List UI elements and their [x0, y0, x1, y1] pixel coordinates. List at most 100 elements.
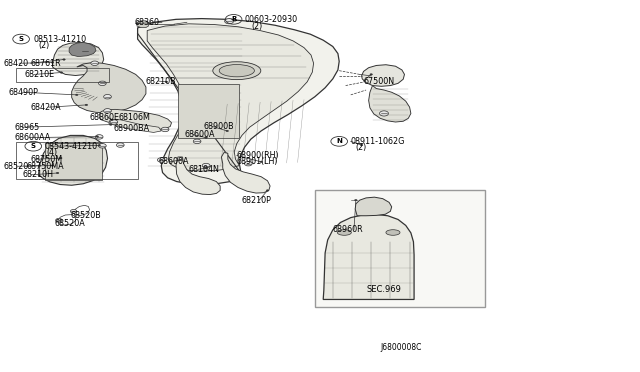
Polygon shape	[72, 62, 146, 113]
Text: 68210H: 68210H	[22, 170, 53, 179]
Polygon shape	[147, 24, 314, 171]
Circle shape	[111, 119, 113, 121]
Circle shape	[355, 199, 357, 201]
Circle shape	[104, 109, 111, 113]
Ellipse shape	[219, 65, 255, 77]
Text: 68360: 68360	[134, 18, 159, 27]
Polygon shape	[52, 42, 104, 76]
Circle shape	[70, 209, 77, 213]
Circle shape	[116, 143, 124, 147]
Text: S: S	[31, 143, 36, 149]
FancyBboxPatch shape	[178, 84, 239, 138]
Text: 68900BA: 68900BA	[114, 124, 150, 133]
Circle shape	[202, 163, 210, 168]
Text: 68520A: 68520A	[54, 219, 85, 228]
Circle shape	[161, 127, 169, 132]
Circle shape	[136, 23, 138, 24]
Text: 68750MA: 68750MA	[27, 162, 65, 171]
Circle shape	[260, 161, 262, 163]
Text: (2): (2)	[355, 143, 367, 152]
Circle shape	[60, 157, 62, 159]
Circle shape	[81, 49, 89, 54]
FancyBboxPatch shape	[45, 143, 102, 180]
Circle shape	[370, 74, 372, 75]
Polygon shape	[38, 135, 108, 185]
Circle shape	[179, 159, 182, 161]
Circle shape	[244, 161, 252, 166]
Text: 08911-1062G: 08911-1062G	[351, 137, 405, 146]
Circle shape	[234, 20, 236, 21]
Text: 68761R: 68761R	[31, 59, 61, 68]
Circle shape	[63, 59, 65, 60]
Circle shape	[99, 144, 106, 148]
Text: 68900B: 68900B	[204, 122, 234, 131]
Text: 68960R: 68960R	[333, 225, 364, 234]
Text: 68104N: 68104N	[189, 165, 220, 174]
Text: (2): (2)	[38, 41, 50, 50]
Polygon shape	[138, 19, 339, 185]
Polygon shape	[109, 120, 161, 132]
Ellipse shape	[337, 230, 351, 235]
Circle shape	[96, 136, 99, 137]
Text: SEC.969: SEC.969	[366, 285, 401, 294]
Text: 67500N: 67500N	[364, 77, 395, 86]
Text: 68901(LH): 68901(LH)	[237, 157, 278, 166]
Circle shape	[91, 61, 99, 65]
Circle shape	[104, 94, 111, 99]
Text: 68106M: 68106M	[118, 113, 150, 122]
Polygon shape	[176, 157, 220, 195]
Text: 68965: 68965	[14, 123, 39, 132]
Text: 68420: 68420	[3, 59, 28, 68]
Circle shape	[85, 104, 88, 106]
Circle shape	[266, 190, 269, 191]
Text: 68490P: 68490P	[8, 88, 38, 97]
Text: (4): (4)	[46, 148, 57, 157]
Text: 68520: 68520	[3, 162, 28, 171]
Text: R: R	[231, 16, 236, 22]
Circle shape	[349, 198, 358, 203]
FancyBboxPatch shape	[315, 190, 485, 307]
Circle shape	[98, 145, 100, 146]
Circle shape	[99, 81, 106, 86]
Circle shape	[51, 165, 54, 166]
Circle shape	[56, 172, 59, 174]
Circle shape	[95, 135, 103, 139]
Polygon shape	[69, 42, 96, 57]
Circle shape	[76, 94, 78, 96]
Circle shape	[193, 139, 201, 144]
Circle shape	[157, 158, 165, 162]
Text: 68600AA: 68600AA	[14, 133, 51, 142]
Text: 68900(RH): 68900(RH)	[237, 151, 280, 160]
Text: J6800008C: J6800008C	[381, 343, 422, 352]
Text: 08543-41210: 08543-41210	[45, 142, 98, 151]
Text: S: S	[19, 36, 24, 42]
Text: 68600A: 68600A	[184, 130, 215, 139]
Circle shape	[110, 120, 118, 124]
Circle shape	[205, 137, 207, 138]
Circle shape	[205, 167, 207, 169]
Ellipse shape	[212, 62, 261, 80]
Circle shape	[225, 19, 234, 24]
Polygon shape	[362, 65, 404, 86]
Circle shape	[165, 81, 168, 83]
Text: N: N	[336, 138, 342, 144]
Circle shape	[360, 144, 363, 146]
Circle shape	[60, 72, 63, 73]
Polygon shape	[221, 153, 270, 193]
Text: 68420A: 68420A	[31, 103, 61, 112]
Text: 68210B: 68210B	[146, 77, 177, 86]
Circle shape	[51, 62, 54, 63]
Text: 68210P: 68210P	[242, 196, 272, 205]
Polygon shape	[369, 86, 411, 122]
Text: 68750M: 68750M	[31, 155, 63, 164]
Text: 68860E: 68860E	[90, 113, 120, 122]
Circle shape	[226, 130, 228, 132]
Text: 68600A: 68600A	[159, 157, 189, 166]
Circle shape	[38, 165, 41, 166]
Circle shape	[56, 218, 62, 222]
Circle shape	[380, 111, 388, 116]
Polygon shape	[137, 21, 148, 28]
Ellipse shape	[386, 230, 400, 235]
Circle shape	[109, 124, 112, 125]
Polygon shape	[99, 109, 172, 129]
